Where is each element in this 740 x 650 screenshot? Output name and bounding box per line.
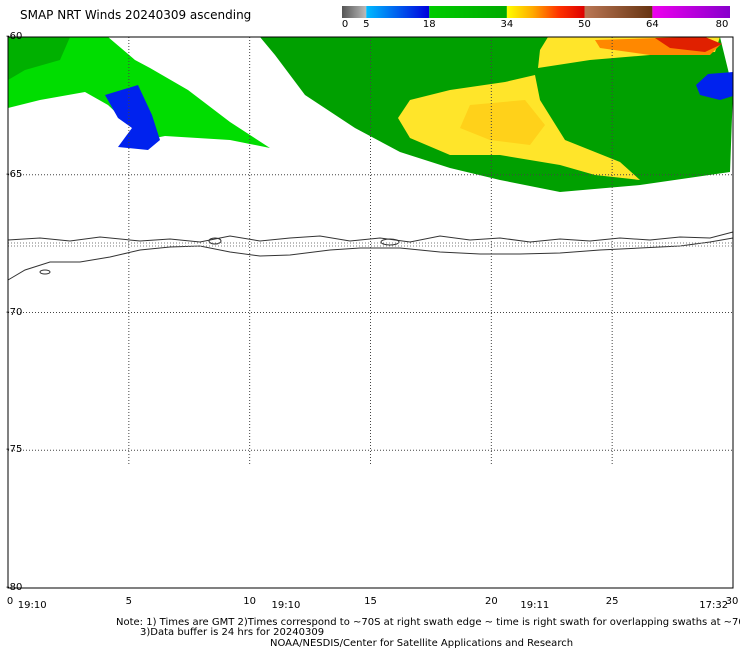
colorbar-segment xyxy=(366,6,430,18)
wind-region-yellow-light xyxy=(460,100,545,145)
wind-region-red-top xyxy=(655,37,722,52)
latitude-label: -75 xyxy=(6,444,23,456)
time-label: 19:11 xyxy=(520,600,550,611)
note-line-2: 3)Data buffer is 24 hrs for 20240309 xyxy=(140,627,325,638)
latitude-label: -70 xyxy=(6,306,23,318)
note-line-3: NOAA/NESDIS/Center for Satellite Applica… xyxy=(270,638,574,649)
time-label: 19:10 xyxy=(17,600,47,611)
colorbar-segment xyxy=(506,6,585,18)
note-line-1: Note: 1) Times are GMT 2)Times correspon… xyxy=(116,617,740,628)
map-title: SMAP NRT Winds 20240309 ascending xyxy=(20,8,252,22)
colorbar-label: 50 xyxy=(578,19,591,30)
colorbar-label: 0 xyxy=(341,19,349,30)
wind-region-green-darker xyxy=(8,37,70,80)
time-label: 19:10 xyxy=(271,600,301,611)
wind-region-blue-left xyxy=(105,85,160,150)
colorbar-label: 5 xyxy=(363,19,370,30)
longitude-label: 20 xyxy=(484,596,498,607)
longitude-label: 0 xyxy=(6,596,14,607)
time-label: 17:32 xyxy=(699,600,729,611)
colorbar-segment xyxy=(429,6,507,18)
latitude-label: -60 xyxy=(6,31,23,42)
colorbar-label: 64 xyxy=(646,19,659,30)
colorbar-segment xyxy=(652,6,730,18)
colorbar-label: 80 xyxy=(715,19,729,30)
colorbar-label: 34 xyxy=(500,19,514,30)
latitude-label: -65 xyxy=(6,168,23,180)
colorbar-segment xyxy=(342,6,367,18)
ice-shelf-hatch xyxy=(8,242,733,247)
colorbar-label: 18 xyxy=(422,19,436,30)
latitude-label: -80 xyxy=(6,582,23,593)
wind-swath-right xyxy=(260,37,733,192)
wind-region-blue-right xyxy=(696,72,733,100)
colorbar-segment xyxy=(584,6,653,18)
longitude-label: 5 xyxy=(125,596,133,607)
coastline xyxy=(7,231,734,281)
wind-speed-colorbar xyxy=(342,6,730,18)
longitude-label: 10 xyxy=(243,596,257,607)
wind-swath-left xyxy=(8,37,270,150)
longitude-label: 25 xyxy=(605,596,619,607)
map-frame xyxy=(7,36,734,589)
longitude-label: 15 xyxy=(364,596,377,607)
longitude-label: 30 xyxy=(725,596,739,607)
